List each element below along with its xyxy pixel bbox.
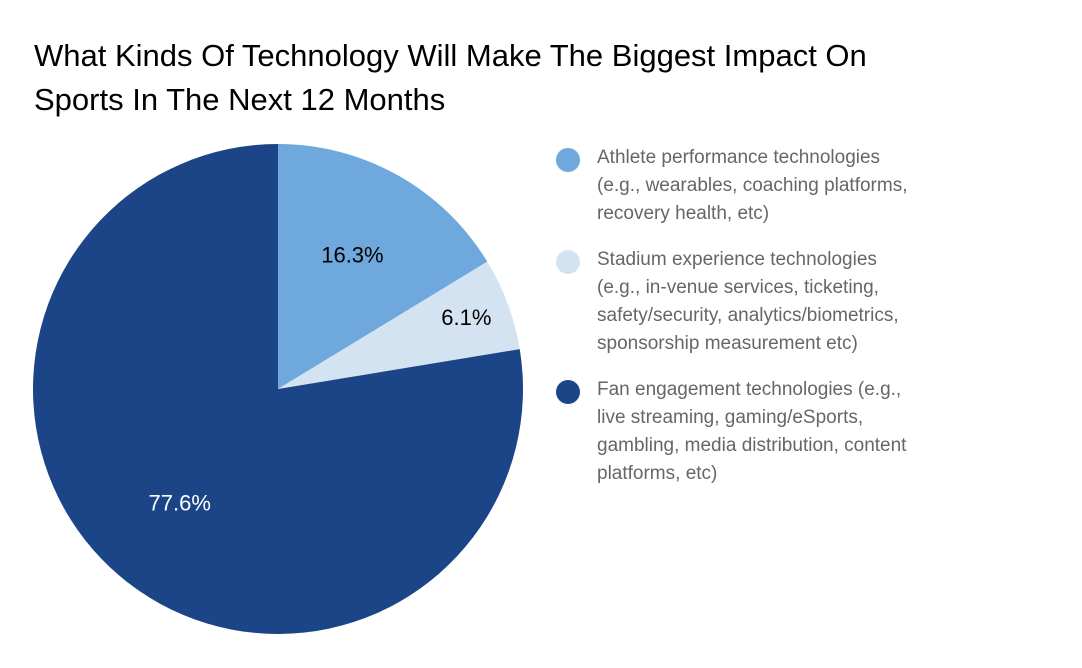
chart-title-line-1: What Kinds Of Technology Will Make The B… — [34, 38, 867, 73]
pie-slices — [32, 144, 523, 634]
legend-label-line: Athlete performance technologies — [597, 147, 881, 168]
legend-label-line: live streaming, gaming/eSports, — [597, 407, 864, 428]
legend-label-line: (e.g., wearables, coaching platforms, — [597, 175, 908, 196]
pie-slice-value-label: 6.1% — [441, 305, 491, 330]
pie-slice-fan-engagement — [32, 144, 523, 634]
legend-label-line: (e.g., in-venue services, ticketing, — [597, 277, 879, 298]
legend-swatch-stadium-experience — [556, 250, 580, 274]
chart-title: What Kinds Of Technology Will Make The B… — [34, 34, 1054, 122]
legend-swatch-fan-engagement — [556, 380, 580, 404]
pie-slice-value-label: 77.6% — [149, 491, 211, 516]
legend: Athlete performance technologies (e.g., … — [556, 144, 1056, 506]
legend-label-line: Fan engagement technologies (e.g., — [597, 379, 902, 400]
pie-slice-value-label: 16.3% — [321, 242, 383, 267]
legend-label-line: recovery health, etc) — [597, 203, 770, 224]
legend-item-fan-engagement: Fan engagement technologies (e.g., live … — [556, 376, 1056, 488]
legend-label-line: sponsorship measurement etc) — [597, 333, 858, 354]
legend-item-athlete-performance: Athlete performance technologies (e.g., … — [556, 144, 1056, 228]
pie-slice-stadium-experience — [278, 261, 520, 389]
legend-swatch-athlete-performance — [556, 148, 580, 172]
legend-item-stadium-experience: Stadium experience technologies (e.g., i… — [556, 246, 1056, 358]
legend-label-line: platforms, etc) — [597, 463, 718, 484]
pie-slice-athlete-performance — [278, 144, 488, 389]
pie-slice-labels: 16.3% 6.1% 77.6% — [149, 242, 492, 515]
legend-label-line: safety/security, analytics/biometrics, — [597, 305, 899, 326]
legend-label-line: gambling, media distribution, content — [597, 435, 907, 456]
chart-title-line-2: Sports In The Next 12 Months — [34, 82, 446, 117]
legend-label-line: Stadium experience technologies — [597, 249, 877, 270]
